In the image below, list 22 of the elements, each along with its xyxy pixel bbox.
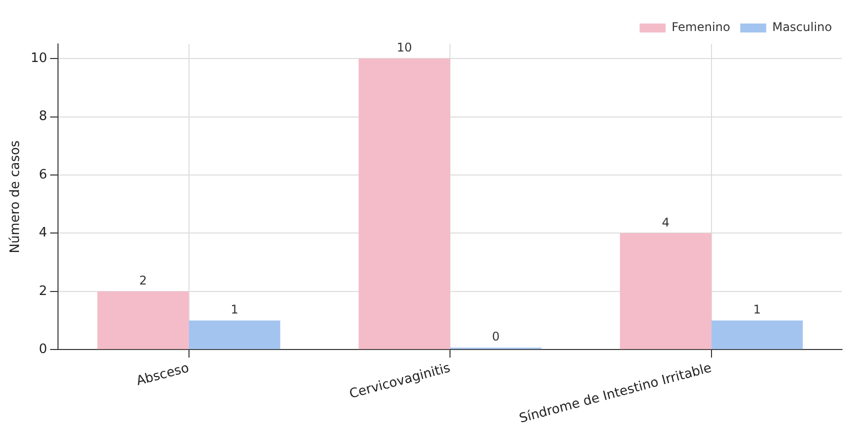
x-tick-label: Síndrome de Intestino Irritable <box>518 360 714 427</box>
bar <box>358 58 450 350</box>
data-label: 2 <box>139 274 147 288</box>
data-label: 0 <box>492 330 500 344</box>
y-tick-label: 10 <box>30 50 48 66</box>
y-tick-label: 4 <box>38 226 48 241</box>
legend-label: Femenino <box>672 20 730 34</box>
bar <box>188 320 280 350</box>
data-label: 1 <box>753 302 761 317</box>
y-axis-title: Número de casos <box>8 140 24 254</box>
bar <box>620 233 712 350</box>
y-tick-label: 0 <box>38 342 48 357</box>
x-tick-label: Absceso <box>134 360 191 390</box>
legend-label: Masculino <box>772 20 832 34</box>
data-label: 4 <box>662 215 670 230</box>
bar <box>97 291 189 350</box>
data-label: 10 <box>396 40 412 55</box>
bar <box>711 320 803 350</box>
y-tick-label: 6 <box>38 167 48 182</box>
data-label: 1 <box>230 302 238 317</box>
y-tick-label: 2 <box>38 284 48 299</box>
y-tick-label: 8 <box>38 109 48 124</box>
